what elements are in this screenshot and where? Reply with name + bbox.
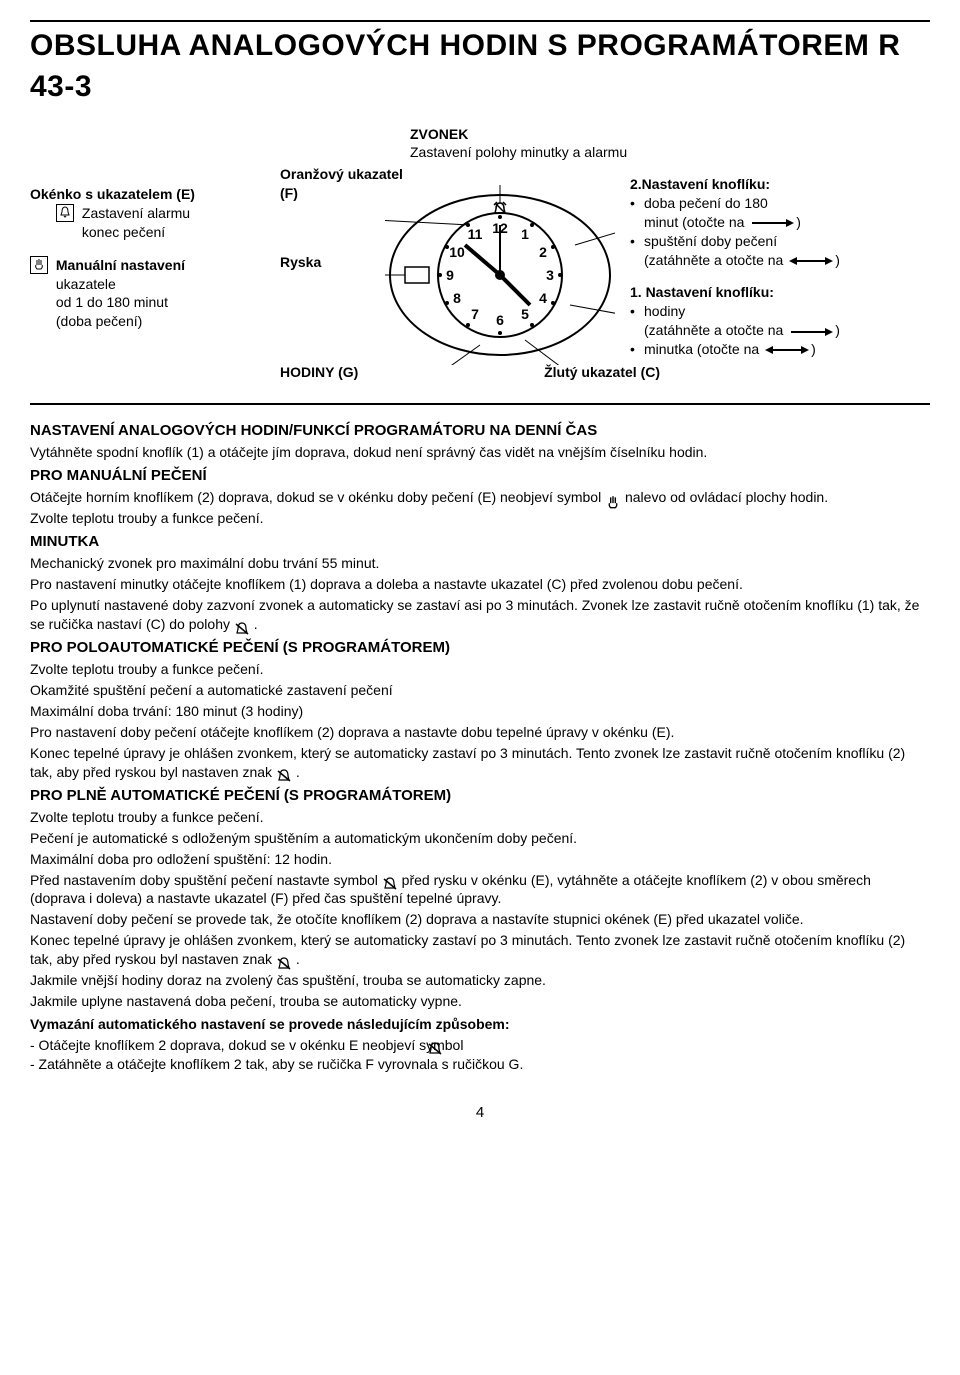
bottom-labels: HODINY (G) Žlutý ukazatel (C) <box>280 363 660 382</box>
paragraph: Maximální doba trvání: 180 minut (3 hodi… <box>30 702 930 721</box>
svg-text:11: 11 <box>468 226 483 242</box>
arrow-bidir-icon <box>791 260 831 262</box>
paragraph: Maximální doba pro odložení spuštění: 12… <box>30 850 930 869</box>
paragraph: Jakmile uplyne nastavená doba pečení, tr… <box>30 992 930 1011</box>
section-header: MINUTKA <box>30 532 930 552</box>
block2-line3: (doba pečení) <box>56 313 142 329</box>
section-header: PRO MANUÁLNÍ PEČENÍ <box>30 466 930 486</box>
knob2-b1: doba pečení do 180 <box>644 195 768 211</box>
arrow-right-icon <box>791 331 831 333</box>
list-item: - Zatáhněte a otáčejte knoflíkem 2 tak, … <box>30 1055 930 1074</box>
body-text: NASTAVENÍ ANALOGOVÝCH HODIN/FUNKCÍ PROGR… <box>30 421 930 1073</box>
paragraph: Před nastavením doby spuštění pečení nas… <box>30 871 930 909</box>
svg-text:2: 2 <box>539 244 547 260</box>
block1-line2: konec pečení <box>82 224 165 240</box>
knob2-block: 2.Nastavení knoflíku: doba pečení do 180… <box>630 175 930 269</box>
paragraph: Konec tepelné úpravy je ohlášen zvonkem,… <box>30 744 930 782</box>
clock-dial: 1212 345 678 91011 <box>385 175 615 365</box>
crossed-bell-icon <box>382 874 398 888</box>
paragraph: Nastavení doby pečení se provede tak, že… <box>30 910 930 929</box>
knob2-header: 2.Nastavení knoflíku: <box>630 175 930 194</box>
paragraph: Pečení je automatické s odloženým spuště… <box>30 829 930 848</box>
paragraph: Mechanický zvonek pro maximální dobu trv… <box>30 554 930 573</box>
svg-text:3: 3 <box>546 267 554 283</box>
zvonek-sub: Zastavení polohy minutky a alarmu <box>410 143 627 162</box>
paragraph: Pro nastavení minutky otáčejte knoflíkem… <box>30 575 930 594</box>
paragraph: Pro nastavení doby pečení otáčejte knofl… <box>30 723 930 742</box>
block2-line2: od 1 do 180 minut <box>56 294 168 310</box>
paragraph: Zvolte teplotu trouby a funkce pečení. <box>30 509 930 528</box>
right-column: 2.Nastavení knoflíku: doba pečení do 180… <box>630 175 930 373</box>
svg-text:4: 4 <box>539 290 547 306</box>
arrow-right-icon <box>752 222 792 224</box>
manual-set-block: Manuální nastavení ukazatele od 1 do 180… <box>30 256 260 332</box>
window-e-header: Okénko s ukazatelem (E) <box>30 185 260 204</box>
block1-line1: Zastavení alarmu <box>82 205 190 221</box>
svg-text:9: 9 <box>446 267 454 283</box>
paragraph: Okamžité spuštění pečení a automatické z… <box>30 681 930 700</box>
hodiny-g-label: HODINY (G) <box>280 363 358 382</box>
crossed-bell-icon <box>467 1039 483 1053</box>
diagram-area: ZVONEK Zastavení polohy minutky a alarmu… <box>30 125 930 405</box>
crossed-bell-icon <box>276 953 292 967</box>
section-header: PRO POLOAUTOMATICKÉ PEČENÍ (S PROGRAMÁTO… <box>30 638 930 658</box>
erase-header: Vymazání automatického nastavení se prov… <box>30 1015 930 1034</box>
paragraph: Otáčejte horním knoflíkem (2) doprava, d… <box>30 488 930 507</box>
paragraph: Konec tepelné úpravy je ohlášen zvonkem,… <box>30 931 930 969</box>
knob2-b2b: (zatáhněte a otočte na <box>644 252 783 268</box>
svg-text:6: 6 <box>496 312 504 328</box>
page-title: OBSLUHA ANALOGOVÝCH HODIN S PROGRAMÁTORE… <box>30 20 930 107</box>
block2-line1: ukazatele <box>56 276 116 292</box>
svg-text:10: 10 <box>449 244 465 260</box>
section-header: PRO PLNĚ AUTOMATICKÉ PEČENÍ (S PROGRAMÁT… <box>30 786 930 806</box>
knob1-b1b: (zatáhněte a otočte na <box>644 322 783 338</box>
paragraph: Jakmile vnější hodiny doraz na zvolený č… <box>30 971 930 990</box>
knob1-block: 1. Nastavení knoflíku: hodiny (zatáhněte… <box>630 283 930 359</box>
arrow-bidir-icon <box>767 349 807 351</box>
knob1-b1: hodiny <box>644 303 685 319</box>
hand-icon <box>30 256 48 274</box>
svg-text:5: 5 <box>521 306 529 322</box>
knob2-b2: spuštění doby pečení <box>644 233 777 249</box>
paragraph: Zvolte teplotu trouby a funkce pečení. <box>30 660 930 679</box>
list-item: - Otáčejte knoflíkem 2 doprava, dokud se… <box>30 1036 930 1055</box>
crossed-bell-icon <box>234 618 250 632</box>
block2-header: Manuální nastavení <box>56 257 185 273</box>
bell-icon <box>56 204 74 222</box>
knob2-b1b: minut (otočte na <box>644 214 744 230</box>
svg-text:1: 1 <box>521 226 529 242</box>
svg-text:7: 7 <box>471 306 479 322</box>
knob1-b2: minutka (otočte na <box>644 341 759 357</box>
knob1-header: 1. Nastavení knoflíku: <box>630 283 930 302</box>
window-e-block: Okénko s ukazatelem (E) Zastavení alarmu… <box>30 185 260 242</box>
paragraph: Po uplynutí nastavené doby zazvoní zvone… <box>30 596 930 634</box>
paragraph: Vytáhněte spodní knoflík (1) a otáčejte … <box>30 443 930 462</box>
paragraph: Zvolte teplotu trouby a funkce pečení. <box>30 808 930 827</box>
svg-text:8: 8 <box>453 290 461 306</box>
zvonek-label: ZVONEK <box>410 125 468 144</box>
hand-icon <box>605 492 621 506</box>
left-column: Okénko s ukazatelem (E) Zastavení alarmu… <box>30 185 260 345</box>
section-header: NASTAVENÍ ANALOGOVÝCH HODIN/FUNKCÍ PROGR… <box>30 421 930 441</box>
crossed-bell-icon <box>276 766 292 780</box>
page-number: 4 <box>30 1103 930 1123</box>
erase-list: - Otáčejte knoflíkem 2 doprava, dokud se… <box>30 1036 930 1074</box>
